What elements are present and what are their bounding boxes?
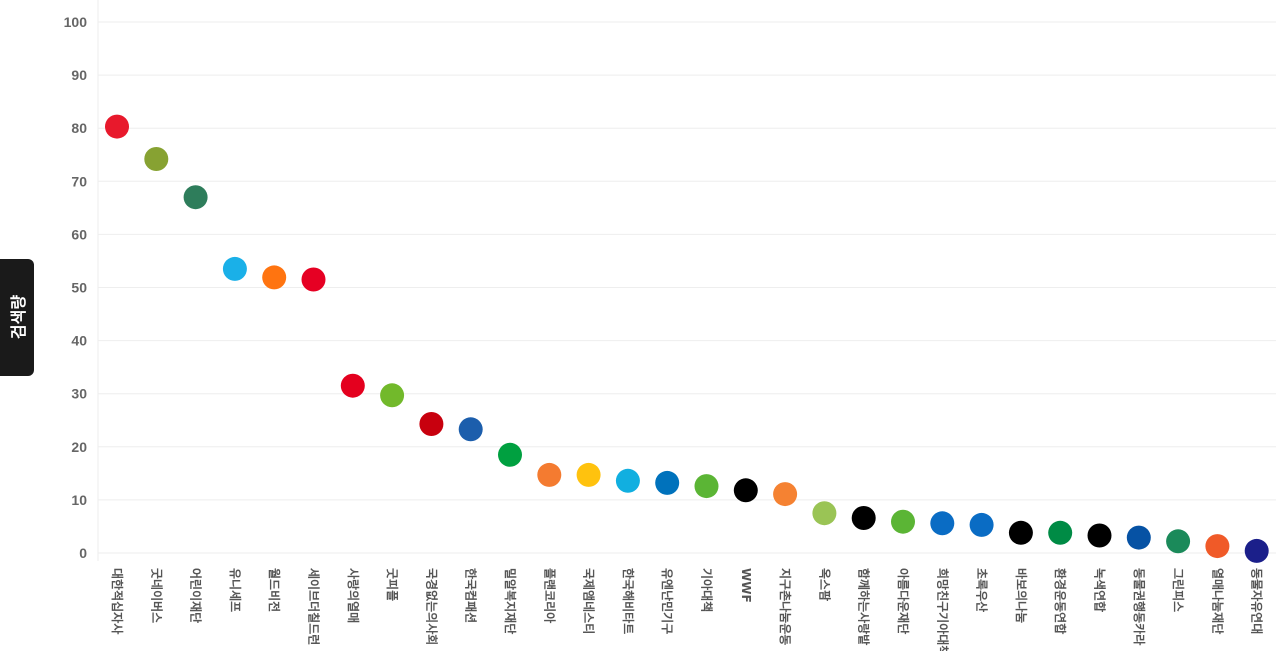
x-category-label: 유니세프 (228, 568, 243, 612)
data-point[interactable] (969, 512, 994, 537)
x-category-labels: 대한적십자사 굿네이버스 어린이재단 유니세프 월드비전 세이브더칠드런 사랑의열매 굿피플 국… (110, 568, 1265, 651)
y-tick-label: 90 (71, 67, 87, 83)
grid-layer (97, 0, 1276, 561)
y-tick-label: 60 (71, 226, 87, 242)
x-category-label: 굿피플 (385, 568, 400, 601)
y-tick-label: 50 (71, 280, 87, 296)
x-category-label: 사랑의열매 (346, 568, 361, 623)
x-category-label: 그린피스 (1171, 568, 1186, 612)
data-point[interactable] (498, 442, 522, 467)
x-category-label: 유엔난민기구 (660, 568, 675, 634)
x-category-label: WWF (739, 568, 753, 603)
data-point[interactable] (615, 468, 640, 493)
y-axis-label-box: 검색량 (0, 259, 34, 376)
y-tick-label: 70 (71, 173, 87, 189)
data-point[interactable] (380, 383, 405, 408)
x-category-label: 월드비전 (267, 568, 282, 612)
data-point[interactable] (144, 147, 169, 171)
y-tick-label: 0 (79, 545, 87, 561)
data-point[interactable] (340, 373, 365, 398)
data-point[interactable] (773, 482, 798, 507)
data-point[interactable] (930, 511, 955, 536)
data-point[interactable] (222, 256, 247, 281)
data-point[interactable] (851, 506, 876, 530)
y-tick-label: 80 (71, 120, 87, 136)
x-category-label: 녹색연합 (1093, 568, 1108, 612)
data-point[interactable] (891, 509, 915, 534)
y-tick-label: 20 (71, 439, 87, 455)
x-category-label: 희망친구기아대책 (935, 568, 950, 651)
x-category-label: 밀알복지재단 (503, 568, 518, 634)
y-tick-label: 30 (71, 386, 87, 402)
data-point[interactable] (458, 417, 483, 442)
y-tick-labels: 0 10 20 30 40 50 60 70 80 90 100 (64, 14, 88, 561)
data-point[interactable] (1126, 525, 1151, 550)
x-category-label: 초록우산 (975, 568, 990, 612)
x-category-label: 국제앰네스티 (582, 568, 597, 634)
data-points (105, 114, 1269, 563)
x-category-label: 세이브더칠드런 (307, 568, 322, 645)
x-category-label: 어린이재단 (189, 568, 204, 623)
x-category-label: 국경없는의사회 (424, 568, 439, 645)
data-point[interactable] (576, 462, 601, 487)
x-category-label: 지구촌나눔운동 (778, 568, 793, 645)
x-category-label: 플랜코리아 (542, 568, 557, 623)
x-category-label: 동물자유연대 (1250, 568, 1265, 634)
data-point[interactable] (1166, 529, 1191, 554)
data-point[interactable] (694, 474, 719, 499)
data-point[interactable] (812, 501, 837, 526)
data-point[interactable] (1087, 523, 1112, 548)
x-category-label: 함께하는사랑밭 (857, 568, 872, 645)
data-point[interactable] (419, 412, 444, 436)
x-category-label: 대한적십자사 (110, 568, 125, 634)
y-tick-label: 40 (71, 333, 87, 349)
data-point[interactable] (537, 462, 562, 487)
x-category-label: 한국컴패션 (464, 568, 479, 623)
x-category-label: 기아대책 (700, 568, 715, 612)
data-point[interactable] (262, 265, 287, 290)
x-category-label: 동물권행동카라 (1132, 568, 1147, 645)
data-point[interactable] (301, 267, 326, 292)
x-category-label: 환경운동연합 (1053, 568, 1068, 634)
data-point[interactable] (1008, 520, 1033, 545)
data-point[interactable] (733, 478, 758, 503)
x-category-label: 옥스팜 (817, 568, 832, 601)
data-point[interactable] (183, 185, 208, 210)
x-category-label: 한국해비타트 (621, 568, 636, 634)
y-tick-label: 10 (71, 492, 87, 508)
y-tick-label: 100 (64, 14, 88, 30)
data-point[interactable] (1205, 534, 1230, 559)
data-point[interactable] (655, 470, 680, 495)
x-category-label: 아름다운재단 (896, 568, 911, 634)
data-point[interactable] (1048, 520, 1073, 545)
x-category-label: 열매나눔재단 (1210, 568, 1225, 634)
data-point[interactable] (1244, 538, 1269, 563)
data-point[interactable] (105, 114, 129, 139)
x-category-label: 굿네이버스 (149, 568, 164, 623)
x-category-label: 바보의나눔 (1014, 568, 1029, 623)
